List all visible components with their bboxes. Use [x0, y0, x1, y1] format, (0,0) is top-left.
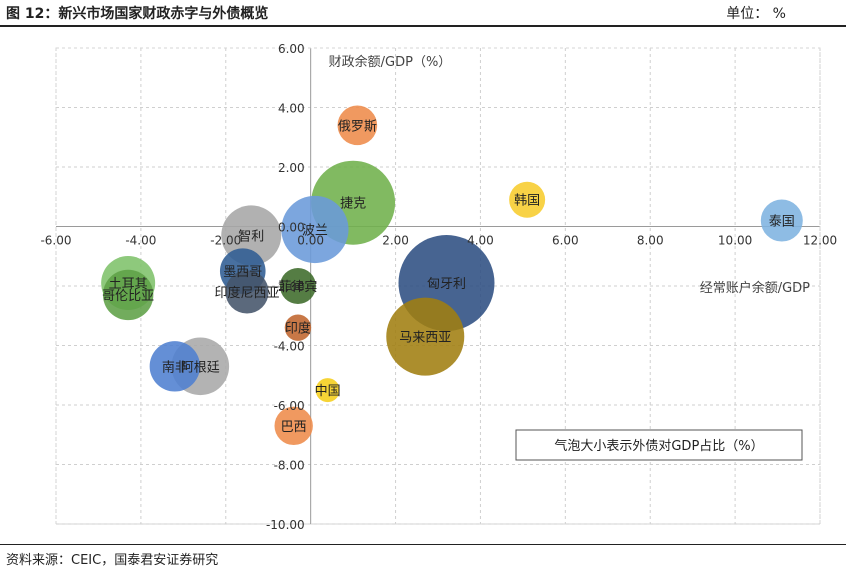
bottom-rule: [0, 544, 846, 545]
x-tick-8: 10.00: [718, 234, 752, 248]
bubble-label-10: 菲律宾: [278, 279, 317, 295]
bubble-label-3: 捷克: [340, 197, 366, 212]
legend-note: 气泡大小表示外债对GDP占比（%）: [515, 429, 803, 461]
bubbles: [101, 105, 803, 446]
y-tick-5: -4.00: [274, 340, 305, 354]
legend-box: [515, 429, 803, 461]
bubble-13: [102, 269, 154, 321]
legend-text: 气泡大小表示外债对GDP占比（%）: [554, 438, 763, 454]
y-tick-4: -2.00: [274, 280, 305, 294]
bubble-label-16: 中国: [315, 384, 341, 399]
bubble-9: [225, 270, 269, 314]
bubble-label-17: 巴西: [281, 420, 307, 435]
x-tick-1: -4.00: [125, 234, 156, 248]
bubble-7: [386, 297, 465, 376]
plot-frame: [55, 47, 821, 525]
bubble-2: [337, 105, 378, 146]
bubble-10: [279, 268, 316, 304]
bubble-label-12: 土耳其: [109, 277, 148, 292]
bubble-label-5: 波兰: [302, 223, 328, 238]
bubble-label-4: 智利: [238, 229, 264, 244]
y-tick-0: 6.00: [278, 42, 305, 56]
bubble-label-0: 泰国: [769, 215, 795, 230]
x-tick-0: -6.00: [40, 234, 71, 248]
x-tick-3: 0.00: [297, 234, 324, 248]
y-tick-6: -6.00: [274, 399, 305, 413]
x-tick-9: 12.00: [803, 234, 837, 248]
bubble-label-11: 印度: [285, 321, 311, 337]
y-tick-1: 4.00: [278, 102, 305, 116]
bubble-label-13: 哥伦比亚: [102, 289, 154, 304]
bubble-16: [315, 378, 340, 403]
bubble-0: [760, 199, 803, 242]
bubble-label-6: 匈牙利: [427, 277, 466, 292]
y-tick-8: -10.00: [266, 518, 305, 532]
y-tick-7: -8.00: [274, 459, 305, 473]
bubble-5: [281, 195, 349, 264]
bubble-1: [509, 181, 546, 218]
bubble-17: [274, 406, 313, 446]
x-axis-title: 经常账户余额/GDP: [700, 280, 810, 296]
x-tick-labels: -6.00 -4.00 -2.00 0.00 2.00 4.00 6.00 8.00 10.00…: [40, 234, 837, 248]
bubble-label-1: 韩国: [514, 194, 540, 209]
source-note: 资料来源：CEIC，国泰君安证券研究: [6, 553, 219, 568]
bubble-label-9: 印度尼西亚: [214, 285, 279, 301]
y-tick-2: 2.00: [278, 161, 305, 175]
bubble-label-2: 俄罗斯: [338, 119, 377, 134]
x-tick-6: 6.00: [552, 234, 579, 248]
x-tick-7: 8.00: [637, 234, 664, 248]
figure-header: 图 12：新兴市场国家财政赤字与外债概览 单位： %: [0, 0, 846, 26]
bubble-label-15: 阿根廷: [181, 360, 220, 375]
unit-label: 单位： %: [726, 6, 786, 22]
bubble-label-7: 马来西亚: [399, 331, 451, 346]
bubble-label-14: 南非: [162, 359, 188, 375]
bubble-11: [284, 314, 312, 341]
y-tick-3: 0.00: [278, 221, 305, 235]
x-tick-4: 2.00: [382, 234, 409, 248]
figure-title: 图 12：新兴市场国家财政赤字与外债概览: [6, 6, 269, 22]
bubble-label-8: 墨西哥: [223, 265, 262, 280]
bubble-14: [149, 341, 201, 392]
x-tick-5: 4.00: [467, 234, 494, 248]
y-axis-title: 财政余额/GDP（%）: [329, 54, 452, 70]
x-tick-2: -2.00: [210, 234, 241, 248]
y-tick-labels: 6.00 4.00 2.00 0.00 -2.00 -4.00 -6.00 -8.00 -10.…: [266, 42, 305, 532]
top-rule: [0, 25, 846, 27]
